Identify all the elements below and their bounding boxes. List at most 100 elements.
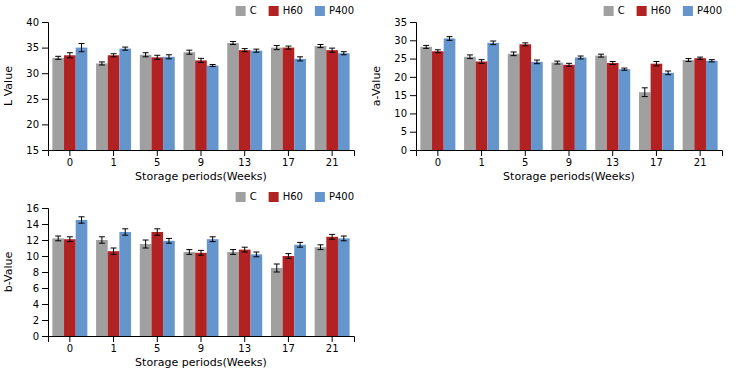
bar [227,252,239,336]
bar [662,73,674,150]
x-axis: 0159131721 [49,150,355,168]
bar [683,60,695,150]
legend-swatch [637,6,647,16]
y-tick-mark [42,208,48,209]
y-tick-mark [42,99,48,100]
y-tick-mark [42,224,48,225]
bar [444,38,456,150]
error-bar [55,56,61,59]
x-tick-label: 0 [67,157,73,168]
error-bar [697,57,703,59]
y-tick-label: 6 [33,283,39,294]
x-tick: 1 [110,150,116,168]
y-tick: 15 [394,90,416,101]
x-tick-mark [244,336,245,342]
x-tick-mark [201,150,202,156]
error-bar [467,55,473,59]
error-bar [122,47,128,50]
panel: 015913172105101520253035Storage periods(… [370,5,723,183]
x-tick: 0 [67,150,73,168]
marks [52,41,349,150]
bar [52,58,64,150]
error-bar [99,237,105,243]
x-tick: 5 [522,150,528,168]
x-tick-mark [700,150,701,156]
x-tick-label: 13 [238,343,251,354]
y-tick-mark [410,150,416,151]
y-tick-label: 30 [26,68,39,79]
error-bar [522,43,528,46]
error-bar [329,48,335,52]
y-tick: 0 [401,145,416,156]
x-axis-title: Storage periods(Weeks) [503,170,635,183]
bar [519,44,531,150]
error-bar [479,60,485,64]
y-tick: 4 [33,299,48,310]
x-tick-mark [481,150,482,156]
x-tick-mark [437,150,438,156]
error-bar [198,58,204,62]
y-tick: 30 [26,68,48,79]
error-series [435,43,703,66]
y-tick-label: 35 [26,42,39,53]
error-bar [154,229,160,235]
error-bar [230,41,236,44]
y-tick-mark [42,150,48,151]
y-tick-label: 40 [26,17,39,28]
legend-label: P400 [697,5,722,16]
legend-swatch [683,6,693,16]
axis-domain [49,337,355,343]
y-axis-title: b-Value [2,252,15,293]
legend-swatch [315,192,325,202]
legend: CH60P400 [236,5,354,16]
y-tick-label: 15 [394,90,407,101]
bar [420,47,432,150]
error-bar [122,229,128,235]
x-tick: 9 [198,336,204,354]
error-bar [166,55,172,59]
error-bar [274,264,280,272]
y-tick-mark [42,22,48,23]
y-tick: 10 [26,251,48,262]
x-tick-mark [113,150,114,156]
error-bar [598,54,604,57]
y-tick-label: 2 [33,315,39,326]
error-series [67,46,335,62]
bar [119,49,131,150]
panel: 0159131721152025303540Storage periods(We… [2,5,355,227]
x-tick: 0 [435,150,441,168]
x-tick: 0 [67,336,73,354]
y-tick: 35 [394,17,416,28]
x-tick-mark [288,336,289,342]
y-axis-title: L Value [2,66,15,106]
bar [163,57,175,150]
y-tick-label: 8 [33,267,39,278]
bar-series [76,48,350,150]
y-tick-mark [42,73,48,74]
error-series [67,229,335,259]
bar [207,66,219,150]
bar [283,256,295,336]
bar [195,60,207,150]
bar [64,55,76,150]
bar [575,57,587,150]
axis-domain [410,23,417,151]
error-bar [297,57,303,61]
bar [326,50,338,150]
y-tick-mark [410,113,416,114]
y-tick: 6 [33,283,48,294]
x-tick-label: 5 [154,343,160,354]
bar [283,48,295,150]
x-tick-label: 13 [606,157,619,168]
y-axis-title: a-Value [370,66,383,107]
bar [151,57,163,150]
legend-label: H60 [283,5,303,16]
y-tick: 12 [26,235,48,246]
y-tick: 15 [26,145,48,156]
error-bar [341,236,347,241]
bar [315,247,327,336]
error-bar [285,46,291,49]
error-bar [143,53,149,57]
error-bar [111,54,117,57]
legend-item: P400 [683,5,722,16]
